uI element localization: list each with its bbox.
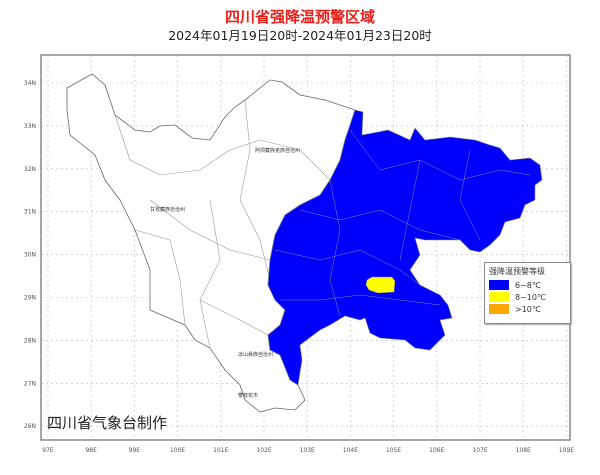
lon-tick-label: 105E (386, 447, 401, 454)
lat-tick-label: 34N (24, 80, 36, 87)
lat-tick-label: 30N (24, 252, 36, 259)
lon-tick-label: 98E (85, 447, 97, 454)
lat-tick-label: 29N (24, 295, 36, 302)
legend-swatch (489, 280, 509, 290)
lat-tick-label: 28N (24, 337, 36, 344)
legend-item: 8~10℃ (489, 292, 570, 302)
lon-tick-label: 100E (170, 447, 185, 454)
map-frame (40, 54, 571, 441)
lon-tick-label: 101E (213, 447, 228, 454)
region-label: 攀枝花市 (238, 392, 258, 399)
legend-item: 6~8℃ (489, 280, 570, 290)
county-borders (114, 99, 331, 349)
credit-text: 四川省气象台制作 (47, 414, 168, 432)
lat-tick-label: 32N (24, 166, 36, 173)
legend-swatch (489, 304, 509, 314)
lat-tick-label: 26N (24, 423, 36, 430)
map-title: 四川省强降温预警区域 (224, 8, 375, 26)
lon-tick-label: 97E (42, 447, 54, 454)
legend: 强降温预警等级 6~8℃ 8~10℃ >10℃ (484, 262, 571, 324)
lon-tick-label: 102E (256, 447, 271, 454)
lon-tick-label: 109E (559, 447, 574, 454)
lon-tick-label: 99E (129, 447, 141, 454)
axis-ticks: 97E 98E 99E 100E 101E 102E 103E 104E 105E 106E 107… (24, 80, 574, 454)
lon-tick-label: 103E (300, 447, 315, 454)
legend-swatch (489, 292, 509, 302)
lat-tick-label: 27N (24, 380, 36, 387)
lat-tick-label: 31N (24, 209, 36, 216)
legend-label: >10℃ (515, 304, 541, 314)
region-label: 凉山彝族自治州 (238, 351, 273, 358)
region-label: 甘孜藏族自治州 (150, 206, 185, 213)
region-label: 阿坝藏族羌族自治州 (255, 147, 300, 154)
lon-tick-label: 108E (516, 447, 531, 454)
lon-tick-label: 106E (429, 447, 444, 454)
map-subtitle: 2024年01月19日20时-2024年01月23日20时 (168, 28, 432, 43)
warning-area-8-10 (365, 276, 396, 294)
county-borders-warning (274, 129, 531, 317)
legend-label: 8~10℃ (515, 292, 546, 302)
legend-label: 6~8℃ (515, 280, 541, 290)
lon-tick-label: 104E (343, 447, 358, 454)
legend-item: >10℃ (489, 304, 570, 314)
warning-area-6-8 (267, 109, 543, 386)
lat-tick-label: 33N (24, 123, 36, 130)
lon-tick-label: 107E (472, 447, 487, 454)
legend-title: 强降温预警等级 (489, 267, 545, 276)
